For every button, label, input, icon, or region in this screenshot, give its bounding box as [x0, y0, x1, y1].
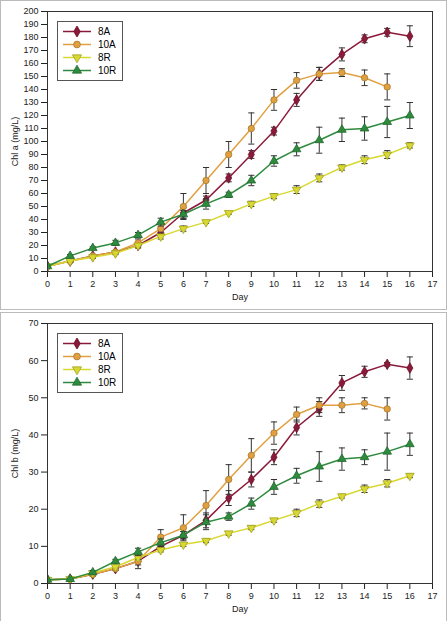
svg-text:200: 200	[23, 6, 38, 16]
svg-text:170: 170	[23, 45, 38, 55]
svg-text:Chl b (mg/L): Chl b (mg/L)	[10, 429, 20, 479]
svg-text:9: 9	[249, 591, 254, 601]
svg-text:16: 16	[405, 591, 415, 601]
svg-text:8: 8	[226, 591, 231, 601]
svg-text:1: 1	[68, 279, 73, 289]
svg-text:180: 180	[23, 32, 38, 42]
svg-text:15: 15	[382, 591, 392, 601]
svg-text:20: 20	[28, 240, 38, 250]
svg-text:2: 2	[90, 279, 95, 289]
svg-text:Day: Day	[232, 292, 249, 302]
svg-text:160: 160	[23, 58, 38, 68]
svg-text:3: 3	[113, 591, 118, 601]
svg-text:13: 13	[337, 279, 347, 289]
svg-text:40: 40	[28, 214, 38, 224]
svg-text:10: 10	[269, 279, 279, 289]
svg-text:2: 2	[90, 591, 95, 601]
svg-text:3: 3	[113, 279, 118, 289]
svg-text:14: 14	[360, 591, 370, 601]
html-text:8R: 8R	[98, 52, 111, 63]
svg-text:120: 120	[23, 110, 38, 120]
html-text:10R: 10R	[98, 377, 117, 388]
svg-text:12: 12	[314, 279, 324, 289]
svg-text:130: 130	[23, 97, 38, 107]
svg-text:17: 17	[427, 591, 437, 601]
svg-text:9: 9	[249, 279, 254, 289]
svg-text:50: 50	[28, 201, 38, 211]
svg-text:5: 5	[158, 591, 163, 601]
svg-text:10: 10	[28, 541, 38, 551]
svg-text:0: 0	[33, 578, 38, 588]
svg-text:60: 60	[28, 188, 38, 198]
svg-text:8: 8	[226, 279, 231, 289]
svg-text:4: 4	[136, 279, 141, 289]
svg-text:14: 14	[360, 279, 370, 289]
svg-text:12: 12	[314, 591, 324, 601]
svg-text:60: 60	[28, 356, 38, 366]
svg-text:40: 40	[28, 430, 38, 440]
svg-text:80: 80	[28, 162, 38, 172]
svg-text:Day: Day	[232, 604, 249, 614]
svg-text:11: 11	[292, 591, 301, 601]
html-text:10A: 10A	[98, 39, 116, 50]
svg-text:1: 1	[68, 591, 73, 601]
svg-text:6: 6	[181, 279, 186, 289]
svg-text:70: 70	[28, 318, 38, 328]
svg-text:13: 13	[337, 591, 347, 601]
html-text:8R: 8R	[98, 364, 111, 375]
svg-text:70: 70	[28, 175, 38, 185]
svg-text:10: 10	[28, 253, 38, 263]
svg-text:10: 10	[269, 591, 279, 601]
svg-text:0: 0	[45, 591, 50, 601]
html-text:8A: 8A	[98, 338, 111, 349]
svg-text:50: 50	[28, 393, 38, 403]
svg-text:100: 100	[23, 136, 38, 146]
svg-text:7: 7	[204, 279, 209, 289]
svg-text:6: 6	[181, 591, 186, 601]
html-text:8A: 8A	[98, 26, 111, 37]
svg-text:150: 150	[23, 71, 38, 81]
svg-text:30: 30	[28, 467, 38, 477]
svg-text:11: 11	[292, 279, 301, 289]
svg-text:15: 15	[382, 279, 392, 289]
svg-text:190: 190	[23, 19, 38, 29]
html-text:10R: 10R	[98, 65, 117, 76]
svg-text:5: 5	[158, 279, 163, 289]
html-text:10A: 10A	[98, 351, 116, 362]
svg-text:16: 16	[405, 279, 415, 289]
svg-text:4: 4	[136, 591, 141, 601]
svg-text:7: 7	[204, 591, 209, 601]
svg-text:90: 90	[28, 149, 38, 159]
svg-text:20: 20	[28, 504, 38, 514]
svg-text:Chl a (mg/L): Chl a (mg/L)	[10, 117, 20, 167]
svg-text:0: 0	[33, 266, 38, 276]
svg-text:110: 110	[24, 123, 38, 133]
svg-text:140: 140	[23, 84, 38, 94]
svg-text:30: 30	[28, 227, 38, 237]
svg-text:17: 17	[427, 279, 437, 289]
svg-text:0: 0	[45, 279, 50, 289]
